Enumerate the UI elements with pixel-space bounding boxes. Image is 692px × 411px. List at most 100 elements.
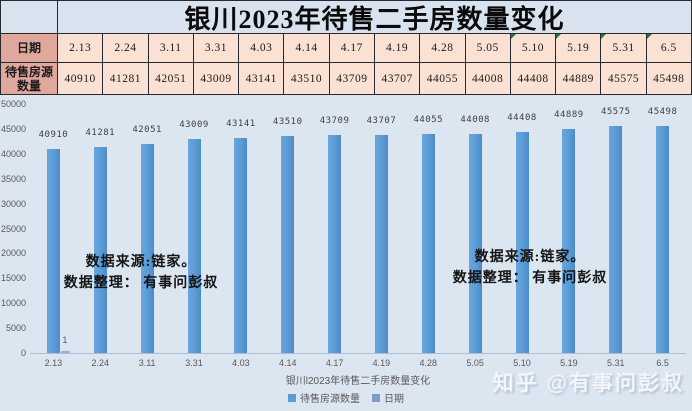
bar <box>374 135 388 353</box>
x-tick-label: 5.10 <box>513 358 531 368</box>
x-tick-label: 4.17 <box>325 358 344 368</box>
annotation-source-line: 数据来源:链家。 <box>474 250 586 265</box>
bar-slot: 45575 <box>592 104 639 353</box>
x-tick-label: 5.05 <box>466 358 484 368</box>
bar-value-label: 43709 <box>319 116 350 127</box>
x-tick-label: 5.31 <box>606 358 625 368</box>
bar <box>281 136 295 353</box>
y-tick-label: 45000 <box>0 123 26 134</box>
bar-chart: 0 5000 10000 15000 20000 25000 30000 35000 40000… <box>0 95 692 411</box>
annotation-left: 数据来源:链家。 数据整理： 有事问彭叔 <box>32 252 250 294</box>
table-title-row: 银川2023年待售二手房数量变化 <box>0 0 692 34</box>
value-cell: 43510 <box>283 62 329 94</box>
legend-item: 日期 <box>372 390 404 405</box>
bar-value-label: 44408 <box>507 112 537 123</box>
bar-slot: 43709 <box>311 104 358 353</box>
legend-swatch-icon <box>288 393 296 402</box>
bar-value-label: 42051 <box>132 124 162 135</box>
bar-slot: 40910 1 <box>30 104 77 353</box>
value-cell: 45575 <box>600 62 646 94</box>
bar-value-label: 41281 <box>85 128 116 139</box>
legend-item: 待售房源数量 <box>288 390 360 405</box>
y-tick-label: 35000 <box>0 173 26 184</box>
value-cell: 43709 <box>328 62 374 94</box>
bar <box>187 138 201 353</box>
chart-legend: 待售房源数量 日期 <box>0 390 692 405</box>
bar <box>609 126 623 353</box>
bar <box>562 129 576 353</box>
bar-value-label: 43707 <box>366 116 397 127</box>
bar-slot: 45498 <box>639 104 686 353</box>
x-tick-label: 4.03 <box>232 358 250 368</box>
value-cell: 44889 <box>555 62 601 94</box>
x-tick-label: 2.24 <box>91 358 110 368</box>
date-cell: 4.03 <box>238 33 284 62</box>
annotation-credit-line: 数据整理： 有事问彭叔 <box>452 271 608 286</box>
date-cell: 5.31 <box>600 33 646 62</box>
data-table: 银川2023年待售二手房数量变化 日期 2.13 2.24 3.11 3.31 4.03… <box>0 0 692 96</box>
y-tick-label: 10000 <box>0 298 26 309</box>
y-tick-label: 50000 <box>0 99 26 109</box>
bar-value-label: 45498 <box>647 107 678 118</box>
bar-slot: 44008 <box>452 104 499 353</box>
date-cell: 4.14 <box>283 33 329 62</box>
date-cell: 3.11 <box>147 33 193 62</box>
bar <box>140 143 154 353</box>
page-title: 银川2023年待售二手房数量变化 <box>57 0 692 34</box>
table-corner-cell <box>0 0 57 33</box>
value-cell: 43009 <box>192 62 239 94</box>
x-tick-label: 4.19 <box>372 358 391 368</box>
x-tick-label: 5.19 <box>560 358 578 368</box>
x-tick-label: 6.5 <box>656 358 669 368</box>
bar <box>93 147 107 353</box>
annotation-credit-line: 数据整理： 有事问彭叔 <box>63 276 219 291</box>
bar-slot: 42051 <box>124 104 171 353</box>
bar-slot: 44889 <box>545 104 592 353</box>
table-value-row: 待售房源数量 40910 41281 42051 43009 43141 43510 437… <box>0 62 692 95</box>
bar <box>468 133 482 353</box>
date-row-header: 日期 <box>0 33 57 62</box>
bar-value-label: 43009 <box>179 119 209 130</box>
value-cell: 44055 <box>419 62 465 94</box>
bar-slot: 43009 <box>171 104 218 353</box>
y-tick-label: 0 <box>20 348 26 358</box>
error-indicator-icon <box>601 34 607 39</box>
bar <box>328 135 342 353</box>
bar-value-label: 45575 <box>600 107 631 118</box>
bar-slot: 41281 <box>77 104 124 353</box>
date-cell: 4.17 <box>328 33 374 62</box>
date-cell: 5.19 <box>555 33 601 62</box>
x-tick-label: 3.11 <box>138 358 156 368</box>
x-tick-label: 4.14 <box>278 358 297 368</box>
bar-slot: 43141 <box>217 104 264 353</box>
value-cell: 44408 <box>509 62 556 94</box>
error-indicator-icon <box>646 34 652 39</box>
bar-slot: 43707 <box>358 104 405 353</box>
bar <box>421 133 435 353</box>
legend-label: 待售房源数量 <box>300 394 360 405</box>
bar-value-label: 44008 <box>460 114 490 125</box>
chart-axis-title: 银川l2023年待售二手房数量变化 <box>285 376 431 387</box>
y-tick-label: 20000 <box>0 248 26 259</box>
annotation-right: 数据来源:链家。 数据整理： 有事问彭叔 <box>416 247 644 289</box>
bar <box>234 138 248 353</box>
bar-value-label: 44889 <box>554 110 584 121</box>
value-cell: 40910 <box>57 62 103 94</box>
bar-value-label: 43141 <box>226 119 256 130</box>
value-row-header: 待售房源数量 <box>0 62 57 94</box>
value-cell: 41281 <box>102 62 148 94</box>
legend-swatch-icon <box>372 393 380 402</box>
date-cell: 4.19 <box>373 33 420 62</box>
bar-slot: 43510 <box>264 104 311 353</box>
bar-slot: 44055 <box>405 104 452 353</box>
error-indicator-icon <box>510 34 516 39</box>
bar-value-label: 44055 <box>413 114 444 125</box>
y-tick-label: 25000 <box>0 223 26 234</box>
value-cell: 45498 <box>645 62 692 94</box>
x-axis: 2.13 2.24 3.11 3.31 4.03 4.14 4.17 4.19 4.28 5.05… <box>30 358 686 368</box>
table-date-row: 日期 2.13 2.24 3.11 3.31 4.03 4.14 4.17 4.19 4.28 5… <box>0 33 692 62</box>
date-cell: 3.31 <box>192 33 239 62</box>
series2-marker-label: 1 <box>62 335 68 345</box>
bar <box>656 126 670 353</box>
